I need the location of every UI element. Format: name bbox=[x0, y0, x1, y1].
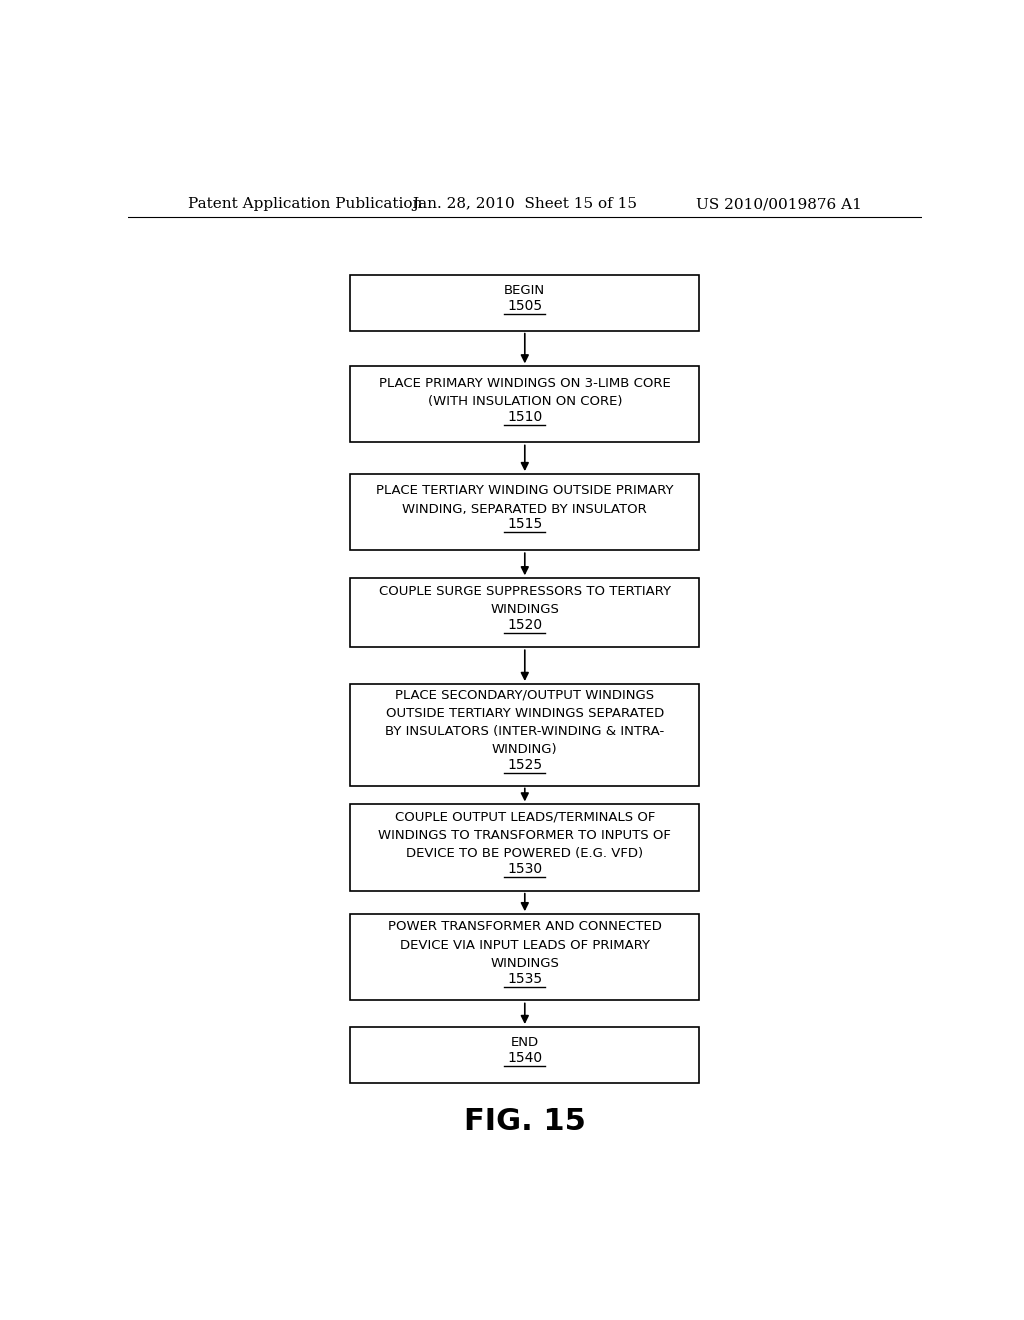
Text: PLACE SECONDARY/OUTPUT WINDINGS: PLACE SECONDARY/OUTPUT WINDINGS bbox=[395, 689, 654, 701]
FancyBboxPatch shape bbox=[350, 366, 699, 442]
Text: 1510: 1510 bbox=[507, 409, 543, 424]
Text: 1515: 1515 bbox=[507, 517, 543, 532]
FancyBboxPatch shape bbox=[350, 474, 699, 550]
Text: 1540: 1540 bbox=[507, 1051, 543, 1065]
Text: Jan. 28, 2010  Sheet 15 of 15: Jan. 28, 2010 Sheet 15 of 15 bbox=[413, 197, 637, 211]
Text: BEGIN: BEGIN bbox=[504, 284, 546, 297]
Text: 1530: 1530 bbox=[507, 862, 543, 876]
FancyBboxPatch shape bbox=[350, 578, 699, 647]
Text: WINDING, SEPARATED BY INSULATOR: WINDING, SEPARATED BY INSULATOR bbox=[402, 503, 647, 516]
Text: BY INSULATORS (INTER-WINDING & INTRA-: BY INSULATORS (INTER-WINDING & INTRA- bbox=[385, 725, 665, 738]
FancyBboxPatch shape bbox=[350, 913, 699, 1001]
Text: PLACE TERTIARY WINDING OUTSIDE PRIMARY: PLACE TERTIARY WINDING OUTSIDE PRIMARY bbox=[376, 484, 674, 498]
FancyBboxPatch shape bbox=[350, 1027, 699, 1082]
Text: FIG. 15: FIG. 15 bbox=[464, 1107, 586, 1137]
FancyBboxPatch shape bbox=[350, 275, 699, 331]
Text: 1520: 1520 bbox=[507, 618, 543, 632]
Text: (WITH INSULATION ON CORE): (WITH INSULATION ON CORE) bbox=[428, 395, 622, 408]
Text: WINDINGS TO TRANSFORMER TO INPUTS OF: WINDINGS TO TRANSFORMER TO INPUTS OF bbox=[378, 829, 672, 842]
Text: Patent Application Publication: Patent Application Publication bbox=[187, 197, 422, 211]
Text: 1505: 1505 bbox=[507, 298, 543, 313]
FancyBboxPatch shape bbox=[350, 684, 699, 785]
Text: OUTSIDE TERTIARY WINDINGS SEPARATED: OUTSIDE TERTIARY WINDINGS SEPARATED bbox=[386, 706, 664, 719]
Text: PLACE PRIMARY WINDINGS ON 3-LIMB CORE: PLACE PRIMARY WINDINGS ON 3-LIMB CORE bbox=[379, 376, 671, 389]
Text: POWER TRANSFORMER AND CONNECTED: POWER TRANSFORMER AND CONNECTED bbox=[388, 920, 662, 933]
Text: 1525: 1525 bbox=[507, 758, 543, 772]
FancyBboxPatch shape bbox=[350, 804, 699, 891]
Text: WINDING): WINDING) bbox=[492, 743, 558, 756]
Text: US 2010/0019876 A1: US 2010/0019876 A1 bbox=[696, 197, 862, 211]
Text: WINDINGS: WINDINGS bbox=[490, 957, 559, 970]
Text: 1535: 1535 bbox=[507, 972, 543, 986]
Text: DEVICE VIA INPUT LEADS OF PRIMARY: DEVICE VIA INPUT LEADS OF PRIMARY bbox=[399, 939, 650, 952]
Text: END: END bbox=[511, 1036, 539, 1049]
Text: DEVICE TO BE POWERED (E.G. VFD): DEVICE TO BE POWERED (E.G. VFD) bbox=[407, 847, 643, 861]
Text: COUPLE OUTPUT LEADS/TERMINALS OF: COUPLE OUTPUT LEADS/TERMINALS OF bbox=[394, 810, 655, 824]
Text: WINDINGS: WINDINGS bbox=[490, 603, 559, 616]
Text: COUPLE SURGE SUPPRESSORS TO TERTIARY: COUPLE SURGE SUPPRESSORS TO TERTIARY bbox=[379, 585, 671, 598]
